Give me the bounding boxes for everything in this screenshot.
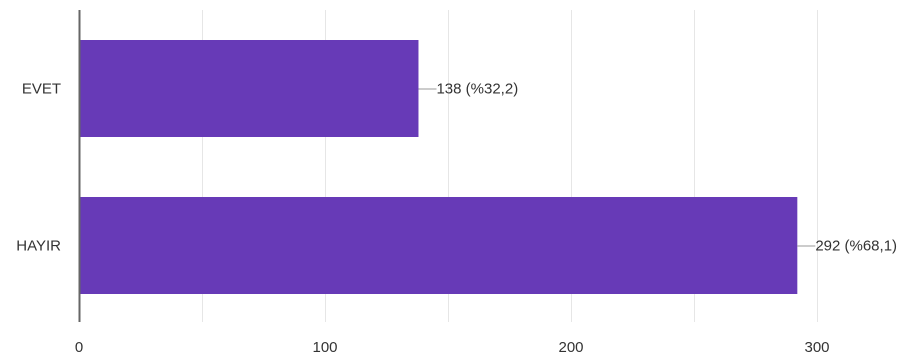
labels: EVET 138 (%32,2) HAYIR 292 (%68,1) 0 100 200 30… — [16, 81, 897, 357]
x-tick-label: 100 — [312, 339, 337, 356]
category-label: EVET — [22, 81, 61, 98]
bar-evet — [79, 40, 419, 137]
bar-hayir — [79, 197, 798, 294]
category-label: HAYIR — [16, 238, 61, 255]
x-tick-label: 0 — [75, 339, 83, 356]
x-tick-label: 200 — [558, 339, 583, 356]
data-label: 292 (%68,1) — [815, 238, 897, 255]
data-label: 138 (%32,2) — [436, 81, 518, 98]
x-tick-label: 300 — [804, 339, 829, 356]
bars — [79, 40, 798, 294]
